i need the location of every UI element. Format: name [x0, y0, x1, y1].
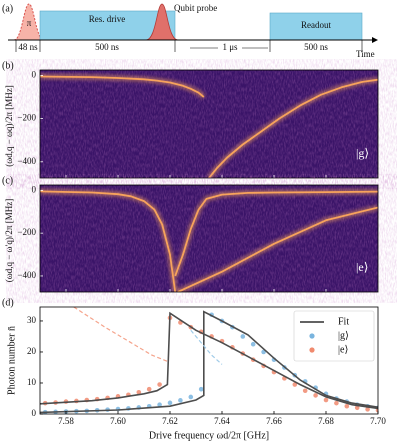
line [190, 329, 223, 365]
time-label: Time [356, 49, 375, 59]
state-label: |e⟩ [356, 260, 368, 274]
panel-label: (d) [2, 297, 14, 308]
legend-label: |e⟩ [338, 344, 348, 355]
data-point [178, 398, 183, 403]
data-point [198, 386, 204, 392]
x-axis-label: Drive frequency ωd/2π [GHz] [149, 430, 269, 441]
legend-box [293, 310, 375, 362]
data-point [146, 386, 152, 392]
panel-label: (c) [2, 175, 13, 186]
pi-label: π [27, 18, 32, 28]
line [40, 310, 378, 414]
sequence: (a) π Res. drive Qubit probe Readout Tim… [2, 3, 378, 59]
ridge [208, 78, 378, 178]
readout-label: Readout [301, 20, 331, 30]
x-tick-label: 7.64 [214, 416, 230, 426]
series [40, 307, 378, 414]
x-tick-label: 7.70 [370, 416, 386, 426]
y-axis-label: Photon number n̄ [6, 326, 17, 395]
data-point [167, 400, 173, 406]
x-tick-label: 7.62 [162, 416, 178, 426]
plot-frame [39, 306, 379, 415]
ridge [177, 206, 378, 292]
y-tick-label: 30 [27, 315, 37, 325]
ridges [40, 188, 378, 292]
legend-label: |g⟩ [338, 330, 349, 341]
data-point [240, 334, 246, 339]
y-tick-label: 10 [27, 377, 37, 387]
data-point [292, 382, 298, 387]
x-tick-label: 7.58 [58, 416, 74, 426]
drive-duration: 500 ns [95, 42, 119, 52]
legend-marker [309, 333, 315, 339]
y-tick-label: 20 [27, 346, 37, 356]
x-tick-label: 7.66 [266, 416, 282, 426]
heatmap-noise [40, 70, 378, 178]
data-point [188, 394, 194, 400]
ridges [40, 73, 378, 178]
probe-label: Qubit probe [174, 3, 217, 13]
y-tick-label: −400 [17, 156, 36, 166]
plot-frame [39, 184, 379, 293]
y-tick-label: 0 [32, 408, 37, 418]
x-tick-label: 7.68 [318, 416, 334, 426]
y-tick-label: −200 [17, 113, 36, 123]
data-point [136, 389, 142, 395]
line [40, 311, 378, 410]
panel-label: (b) [2, 60, 14, 71]
readout-duration: 500 ns [304, 42, 328, 52]
duration-markers [15, 40, 363, 52]
data-point [375, 407, 378, 413]
data-point [250, 341, 256, 347]
data-point [354, 405, 360, 411]
y-tick-label: 0 [32, 184, 37, 194]
time-arrow [372, 37, 378, 43]
ridge [40, 190, 177, 292]
x-tick-label: 7.60 [110, 416, 126, 426]
legend-label: Fit [338, 316, 349, 327]
legend-marker [309, 347, 315, 353]
y-axis-label: (ωd,q − ω′q)/2π [MHz] [4, 199, 14, 282]
y-tick-label: −200 [17, 227, 36, 237]
data-point [302, 388, 308, 394]
data-point [157, 382, 162, 387]
ridge [174, 190, 378, 277]
data-point [334, 400, 339, 406]
ridge [40, 75, 205, 98]
state-label: |g⟩ [356, 146, 369, 160]
data-point [157, 402, 162, 407]
data-point [323, 397, 329, 403]
y-tick-label: −400 [17, 270, 36, 280]
data-point [365, 407, 370, 412]
data-point [344, 403, 350, 409]
plot-frame [39, 69, 379, 179]
heatmap-noise [40, 185, 378, 292]
y-tick-label: 0 [32, 69, 37, 79]
panel-label: (a) [2, 3, 13, 14]
line [73, 307, 168, 362]
probe-pulse [145, 3, 179, 41]
y-axis-label: (ωd,q − ωq)/2π [MHz] [4, 85, 14, 166]
data-point [313, 393, 318, 398]
drive-label: Res. drive [89, 14, 126, 24]
delay-label: 1 μs [222, 42, 238, 52]
pi-duration: 48 ns [18, 42, 38, 52]
